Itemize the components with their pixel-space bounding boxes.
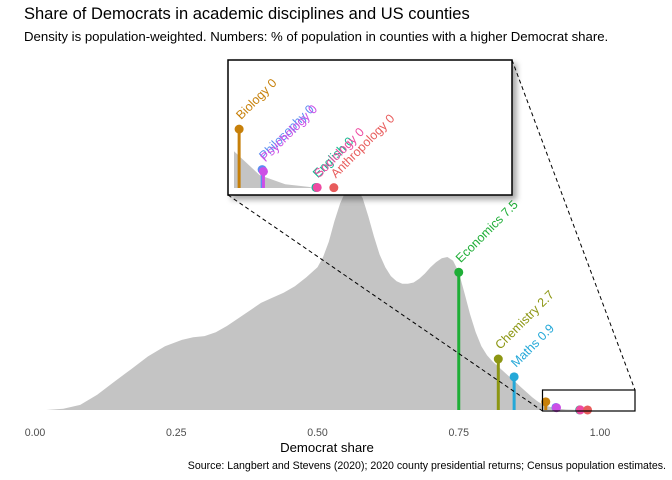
inset-biology-point xyxy=(234,124,244,134)
x-tick-label: 0.75 xyxy=(448,427,469,439)
x-tick-label: 0.50 xyxy=(307,427,328,439)
series-anthropology-point xyxy=(583,405,593,415)
series-psychology-point xyxy=(551,403,561,413)
zoom-connector xyxy=(511,59,636,391)
x-axis-label: Democrat share xyxy=(280,440,374,455)
zoom-region xyxy=(541,389,636,412)
inset-panel xyxy=(227,59,513,196)
x-tick-label: 0.25 xyxy=(166,427,187,439)
inset-density-area xyxy=(234,151,311,188)
x-tick-label: 0.00 xyxy=(25,427,46,439)
series-maths-point xyxy=(509,372,519,382)
inset-psychology-point xyxy=(258,166,268,176)
series-economics-point xyxy=(454,267,464,277)
inset-anthropology-point xyxy=(329,183,339,193)
series-biology-point xyxy=(541,397,551,407)
chart-title: Share of Democrats in academic disciplin… xyxy=(24,5,470,23)
density-area xyxy=(46,185,601,410)
series-sociology-point xyxy=(575,405,585,415)
zoom-connector xyxy=(227,194,543,412)
x-tick-label: 1.00 xyxy=(590,427,611,439)
series-chemistry-point xyxy=(493,354,503,364)
inset-sociology-point xyxy=(312,182,322,192)
chart-subtitle: Density is population-weighted. Numbers:… xyxy=(24,29,609,44)
series-economics-label: Economics 7.5 xyxy=(453,198,521,266)
chart-caption: Source: Langbert and Stevens (2020); 202… xyxy=(187,460,666,472)
